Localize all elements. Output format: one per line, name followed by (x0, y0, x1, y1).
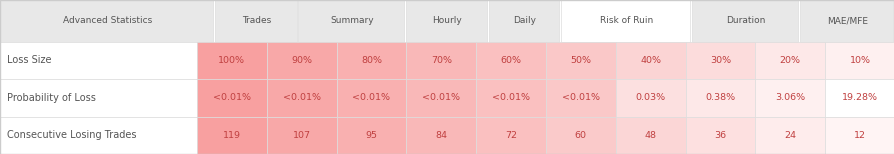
FancyBboxPatch shape (197, 79, 266, 117)
Text: Advanced Statistics: Advanced Statistics (63, 16, 152, 25)
Text: Loss Size: Loss Size (7, 55, 52, 65)
Text: 107: 107 (292, 131, 310, 140)
Text: Consecutive Losing Trades: Consecutive Losing Trades (7, 130, 137, 140)
FancyBboxPatch shape (197, 117, 266, 154)
Text: 60%: 60% (500, 56, 521, 65)
Text: 50%: 50% (569, 56, 591, 65)
FancyBboxPatch shape (685, 42, 755, 79)
FancyBboxPatch shape (824, 79, 894, 117)
Text: 3.06%: 3.06% (774, 93, 805, 102)
FancyBboxPatch shape (561, 0, 689, 42)
Text: 119: 119 (223, 131, 240, 140)
Text: <0.01%: <0.01% (561, 93, 599, 102)
FancyBboxPatch shape (824, 42, 894, 79)
Text: <0.01%: <0.01% (422, 93, 460, 102)
FancyBboxPatch shape (755, 79, 824, 117)
Text: 30%: 30% (709, 56, 730, 65)
FancyBboxPatch shape (266, 42, 336, 79)
FancyBboxPatch shape (266, 79, 336, 117)
Text: 12: 12 (853, 131, 865, 140)
FancyBboxPatch shape (266, 117, 336, 154)
FancyBboxPatch shape (406, 117, 476, 154)
FancyBboxPatch shape (615, 42, 685, 79)
Text: 84: 84 (434, 131, 447, 140)
Text: 90%: 90% (291, 56, 312, 65)
FancyBboxPatch shape (0, 79, 197, 117)
Text: 24: 24 (783, 131, 796, 140)
Text: 40%: 40% (639, 56, 661, 65)
Text: 19.28%: 19.28% (841, 93, 877, 102)
FancyBboxPatch shape (755, 42, 824, 79)
FancyBboxPatch shape (406, 79, 476, 117)
FancyBboxPatch shape (298, 0, 403, 42)
FancyBboxPatch shape (615, 79, 685, 117)
FancyBboxPatch shape (685, 79, 755, 117)
Text: Trades: Trades (241, 16, 271, 25)
FancyBboxPatch shape (476, 42, 545, 79)
Text: <0.01%: <0.01% (492, 93, 529, 102)
FancyBboxPatch shape (685, 117, 755, 154)
FancyBboxPatch shape (798, 0, 892, 42)
Text: <0.01%: <0.01% (283, 93, 320, 102)
FancyBboxPatch shape (476, 79, 545, 117)
FancyBboxPatch shape (545, 117, 615, 154)
Text: Daily: Daily (513, 16, 536, 25)
Text: 95: 95 (365, 131, 377, 140)
Text: Hourly: Hourly (432, 16, 462, 25)
FancyBboxPatch shape (615, 117, 685, 154)
Text: 36: 36 (713, 131, 726, 140)
Text: 20%: 20% (779, 56, 800, 65)
Text: 48: 48 (644, 131, 656, 140)
Text: Probability of Loss: Probability of Loss (7, 93, 96, 103)
FancyBboxPatch shape (691, 0, 797, 42)
Text: <0.01%: <0.01% (352, 93, 390, 102)
FancyBboxPatch shape (336, 79, 406, 117)
FancyBboxPatch shape (0, 117, 197, 154)
FancyBboxPatch shape (476, 117, 545, 154)
FancyBboxPatch shape (0, 42, 197, 79)
FancyBboxPatch shape (824, 117, 894, 154)
FancyBboxPatch shape (197, 42, 266, 79)
Text: MAE/MFE: MAE/MFE (826, 16, 867, 25)
Text: <0.01%: <0.01% (213, 93, 250, 102)
FancyBboxPatch shape (545, 42, 615, 79)
FancyBboxPatch shape (545, 79, 615, 117)
FancyBboxPatch shape (489, 0, 559, 42)
Text: 0.03%: 0.03% (635, 93, 665, 102)
FancyBboxPatch shape (336, 42, 406, 79)
Text: Duration: Duration (725, 16, 764, 25)
FancyBboxPatch shape (215, 0, 296, 42)
Text: 72: 72 (504, 131, 517, 140)
Text: 80%: 80% (360, 56, 382, 65)
Text: 100%: 100% (218, 56, 245, 65)
Text: Summary: Summary (330, 16, 374, 25)
FancyBboxPatch shape (405, 0, 487, 42)
FancyBboxPatch shape (336, 117, 406, 154)
FancyBboxPatch shape (0, 0, 213, 42)
Text: 0.38%: 0.38% (704, 93, 735, 102)
Text: 60: 60 (574, 131, 586, 140)
FancyBboxPatch shape (406, 42, 476, 79)
FancyBboxPatch shape (755, 117, 824, 154)
Text: 70%: 70% (430, 56, 451, 65)
Text: 10%: 10% (848, 56, 870, 65)
Text: Risk of Ruin: Risk of Ruin (599, 16, 653, 25)
